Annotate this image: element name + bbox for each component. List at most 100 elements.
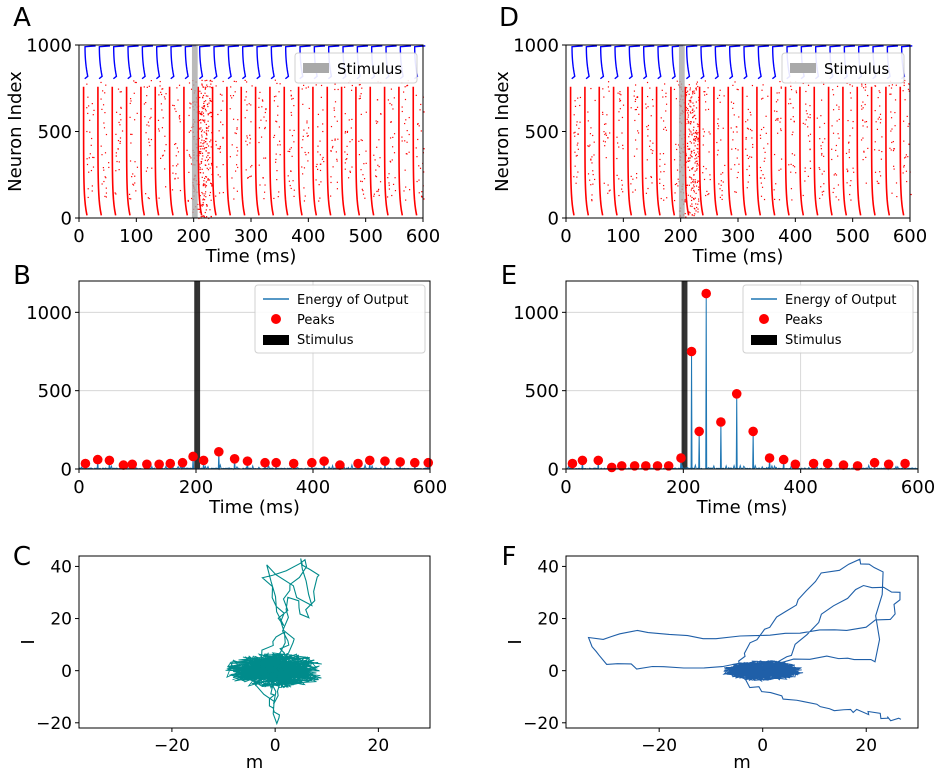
spike-dot: [219, 145, 221, 148]
spike-dot: [689, 154, 692, 156]
spike-dot: [685, 152, 687, 154]
spike-dot: [199, 211, 201, 213]
spike-dot: [175, 110, 177, 113]
spike-dot: [222, 136, 224, 139]
spike-dot: [389, 102, 391, 105]
spike-dot: [684, 90, 686, 93]
spike-dot: [199, 204, 201, 206]
spike-dot: [347, 177, 350, 179]
x-tick-label: −20: [154, 736, 190, 756]
peak-marker: [778, 454, 789, 465]
spike-dot: [646, 159, 648, 161]
peak-marker: [198, 455, 209, 466]
spike-dot: [697, 124, 699, 126]
trajectory-core: [722, 660, 804, 683]
spike-dot: [603, 131, 605, 133]
spike-dot: [893, 168, 895, 170]
spike-dot: [190, 88, 193, 90]
spike-dot: [389, 137, 392, 139]
spike-dot: [208, 163, 210, 165]
spike-dot: [635, 108, 638, 111]
spike-dot: [849, 135, 851, 137]
spike-dot: [694, 158, 696, 160]
spike-dot: [686, 91, 688, 94]
excitatory-burst: [569, 86, 575, 216]
excitatory-burst: [211, 86, 217, 216]
spike-dot: [219, 151, 221, 153]
spike-dot: [676, 148, 678, 151]
spike-dot: [233, 198, 235, 200]
spike-dot: [199, 152, 201, 154]
spike-dot: [350, 127, 352, 129]
spike-dot: [188, 131, 190, 133]
spike-dot: [207, 114, 209, 116]
spike-dot: [673, 199, 676, 202]
spike-dot: [697, 144, 699, 146]
spike-dot: [290, 187, 292, 190]
spike-dot: [317, 151, 319, 153]
x-tick-label: −20: [641, 736, 677, 756]
spike-dot: [592, 183, 594, 185]
spike-dot: [287, 175, 289, 177]
spike-dot: [264, 127, 266, 130]
spike-dot: [360, 113, 362, 115]
spike-dot: [302, 139, 304, 141]
peak-marker: [883, 459, 894, 470]
spike-dot: [198, 155, 200, 157]
spike-dot: [708, 131, 710, 133]
spike-dot: [190, 163, 193, 165]
spike-dot: [130, 100, 132, 102]
spike-dot: [686, 184, 688, 187]
spike-dot: [651, 98, 654, 101]
spike-dot: [878, 149, 880, 151]
spike-dot: [306, 132, 308, 134]
y-tick-label: 0: [61, 662, 72, 682]
spike-dot: [148, 197, 150, 200]
spike-dot: [636, 96, 638, 98]
spike-dot: [197, 203, 199, 206]
spike-dot: [330, 176, 332, 178]
spike-dot: [685, 95, 687, 97]
spike-dot: [218, 130, 220, 132]
spike-dot: [165, 186, 167, 188]
spike-dot: [746, 187, 748, 189]
inhibitory-burst: [585, 45, 598, 80]
spike-dot: [846, 170, 849, 173]
spike-dot: [364, 197, 366, 199]
spike-dot: [206, 134, 208, 136]
spike-dot: [205, 130, 208, 132]
peak-marker: [271, 457, 281, 468]
spike-dot: [319, 154, 321, 156]
spike-dot: [647, 135, 649, 137]
spike-dot: [879, 113, 882, 115]
spike-dot: [863, 151, 865, 153]
spike-dot: [661, 89, 663, 91]
spike-dot: [201, 158, 203, 160]
spike-dot: [780, 168, 782, 170]
spike-dot: [836, 120, 838, 122]
spike-dot: [215, 195, 217, 197]
legend-swatch: [303, 63, 329, 73]
spike-dot: [316, 168, 319, 171]
spike-dot: [210, 115, 212, 118]
spike-dot: [849, 92, 852, 94]
spike-dot: [619, 91, 621, 93]
spike-dot: [662, 96, 664, 98]
spike-dot: [344, 130, 347, 133]
spike-dot: [850, 109, 852, 111]
spike-dot: [809, 105, 811, 107]
spike-dot: [693, 121, 695, 123]
spike-dot: [176, 87, 178, 89]
spike-dot: [104, 152, 107, 154]
spike-dot: [838, 118, 840, 121]
spike-dot: [203, 148, 206, 150]
y-tick-label: 0: [548, 662, 559, 682]
excitatory-burst: [641, 86, 647, 216]
peak-marker: [716, 417, 726, 427]
spike-dot: [148, 85, 150, 87]
spike-dot: [129, 98, 132, 100]
spike-dot: [418, 165, 420, 167]
spike-dot: [696, 81, 699, 83]
spike-dot: [86, 107, 88, 109]
spike-dot: [220, 109, 222, 111]
